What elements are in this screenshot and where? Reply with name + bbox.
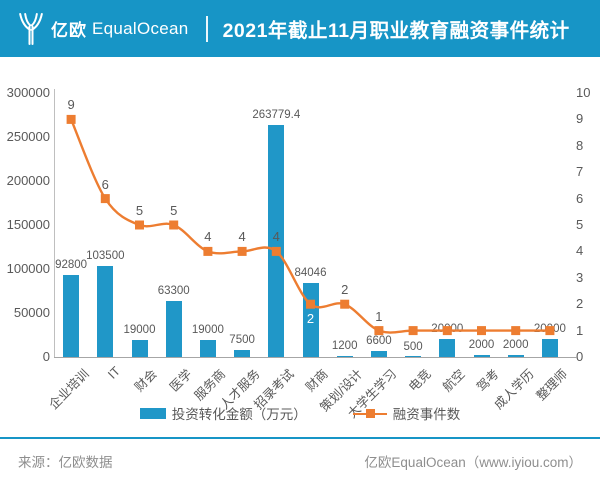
legend-item-bar: 投资转化金额（万元） xyxy=(139,403,307,423)
footer-bar: 来源：亿欧数据 亿欧EqualOcean（www.iyiou.com） xyxy=(0,437,600,483)
line-value-label: 4 xyxy=(272,229,280,245)
line-marker xyxy=(340,299,350,309)
logo-text-cn: 亿欧 xyxy=(51,21,87,40)
y-axis-tick-left: 250000 xyxy=(6,129,50,144)
bar-成人学历 xyxy=(507,355,524,357)
line-marker xyxy=(477,326,486,336)
y-axis-tick-right: 5 xyxy=(576,217,584,232)
y-axis-tick-left: 0 xyxy=(42,349,50,364)
line-marker xyxy=(66,114,76,124)
bar-value-label: 6600 xyxy=(366,335,392,348)
legend-item-line: 融资事件数 xyxy=(352,403,461,423)
line-value-label: 6 xyxy=(101,176,109,192)
bar-value-label: 7500 xyxy=(229,334,255,347)
header-bar: 亿欧 EqualOcean 2021年截止11月职业教育融资事件统计 xyxy=(0,0,600,57)
x-axis-line xyxy=(54,357,577,358)
bar-value-label: 84046 xyxy=(294,267,327,280)
site-text: 亿欧EqualOcean（www.iyiou.com） xyxy=(364,455,582,470)
y-axis-tick-right: 10 xyxy=(576,85,591,100)
bar-大学生学习 xyxy=(370,351,387,357)
bar-value-label: 63300 xyxy=(157,285,190,298)
legend-label-bar: 投资转化金额（万元） xyxy=(171,407,307,422)
line-value-label: 2 xyxy=(306,311,315,327)
line-legend-swatch xyxy=(352,408,387,418)
line-marker xyxy=(511,326,521,336)
line-marker xyxy=(100,194,110,204)
line-value-label: 1 xyxy=(375,308,383,324)
y-axis-tick-right: 9 xyxy=(576,111,584,127)
y-axis-tick-right: 6 xyxy=(576,190,584,206)
bar-医学 xyxy=(165,301,182,357)
line-value-label: 5 xyxy=(135,203,144,218)
bar-财会 xyxy=(131,340,148,357)
source-text: 来源：亿欧数据 xyxy=(18,455,113,470)
bar-value-label: 263779.4 xyxy=(252,108,301,121)
bar-value-label: 92800 xyxy=(55,259,88,272)
bar-招录考试 xyxy=(268,124,285,357)
bar-服务商 xyxy=(199,340,216,357)
line-value-label: 4 xyxy=(238,229,246,245)
line-value-label: 2 xyxy=(341,282,349,298)
chart-legend: 投资转化金额（万元） 融资事件数 xyxy=(0,403,600,423)
y-axis-tick-right: 3 xyxy=(576,269,584,285)
logo-text-en: EqualOcean xyxy=(92,18,189,38)
line-value-label: 4 xyxy=(204,229,212,245)
line-marker xyxy=(169,220,179,230)
y-axis-tick-left: 300000 xyxy=(6,85,50,100)
y-axis-tick-left: 50000 xyxy=(13,305,50,320)
line-marker xyxy=(374,326,384,336)
line-marker xyxy=(442,326,452,336)
line-marker xyxy=(203,246,213,256)
y-axis-tick-left: 200000 xyxy=(6,173,50,188)
line-value-label: 5 xyxy=(170,203,178,218)
y-axis-tick-right: 1 xyxy=(576,322,584,338)
bar-企业培训 xyxy=(63,275,80,357)
line-value-label: 9 xyxy=(67,97,75,113)
y-axis-tick-right: 7 xyxy=(576,164,584,180)
bar-value-label: 1200 xyxy=(331,339,358,352)
equalocean-logo: 亿欧 EqualOcean xyxy=(16,12,189,46)
bar-整理师 xyxy=(541,339,558,357)
bar-value-label: 500 xyxy=(403,340,423,353)
line-marker xyxy=(545,326,555,336)
line-marker xyxy=(237,246,247,256)
bar-航空 xyxy=(439,339,456,357)
line-marker xyxy=(306,299,315,309)
y-axis-tick-right: 8 xyxy=(576,137,584,153)
bar-电竞 xyxy=(405,356,422,357)
bar-IT xyxy=(97,265,114,357)
y-axis-tick-left: 150000 xyxy=(6,217,50,232)
header-divider xyxy=(205,15,208,42)
bar-value-label: 19000 xyxy=(191,324,224,337)
bar-value-label: 2000 xyxy=(468,339,495,352)
y-axis-tick-right: 4 xyxy=(576,243,584,259)
bar-legend-swatch xyxy=(139,407,166,419)
y-axis-tick-right: 0 xyxy=(576,349,584,364)
bar-value-label: 2000 xyxy=(502,339,529,352)
bar-驾考 xyxy=(473,355,490,357)
y-axis-tick-right: 2 xyxy=(576,296,584,312)
y-axis-line xyxy=(54,89,55,357)
page-title: 2021年截止11月职业教育融资事件统计 xyxy=(222,20,570,42)
equalocean-logo-icon xyxy=(19,12,43,45)
bar-value-label: 103500 xyxy=(86,249,125,262)
legend-label-line: 融资事件数 xyxy=(392,407,461,422)
line-marker xyxy=(408,326,418,336)
bar-策划/设计 xyxy=(336,355,353,357)
line-marker xyxy=(135,220,144,230)
line-marker xyxy=(271,246,281,256)
bar-value-label: 19000 xyxy=(123,324,156,337)
bar-人才服务 xyxy=(234,350,251,357)
y-axis-tick-left: 100000 xyxy=(6,261,50,276)
